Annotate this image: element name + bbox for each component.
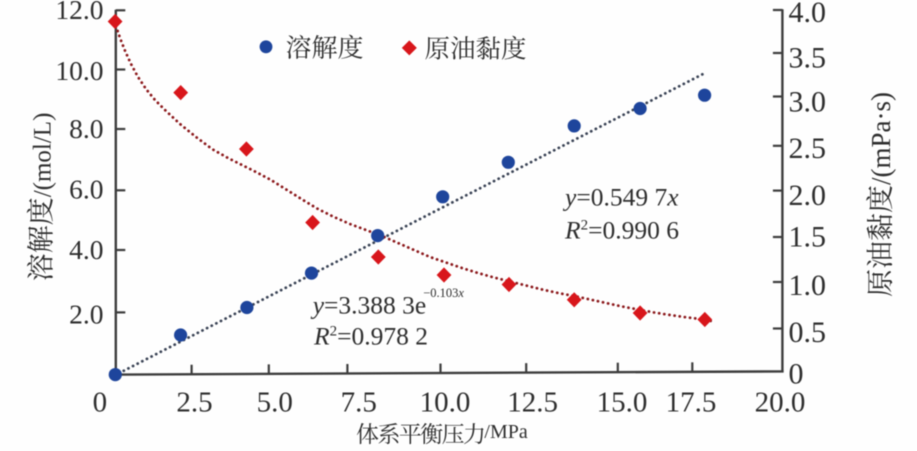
svg-text:15.0: 15.0 [597,387,648,419]
svg-text:4.0: 4.0 [789,0,827,29]
svg-text:6.0: 6.0 [69,173,103,204]
svg-text:20.0: 20.0 [755,387,806,419]
svg-text:8.0: 8.0 [69,113,103,144]
svg-text:0: 0 [789,358,804,391]
svg-text:3.5: 3.5 [789,41,827,74]
svg-text:10.0: 10.0 [55,55,103,86]
svg-text:/MPa: /MPa [484,421,527,443]
svg-text:/(mol/L): /(mol/L) [30,113,57,198]
svg-text:4.0: 4.0 [69,234,103,265]
svg-text:10.0: 10.0 [420,387,471,419]
svg-text:0: 0 [93,387,108,419]
svg-text:2.5: 2.5 [176,387,212,419]
svg-text:5.0: 5.0 [257,387,293,419]
svg-text:1.0: 1.0 [789,269,827,302]
svg-text:1.5: 1.5 [789,221,827,254]
svg-text:y=0.549 7x: y=0.549 7x [562,183,679,212]
svg-text:17.5: 17.5 [666,387,717,419]
svg-text:12.5: 12.5 [507,387,558,419]
svg-text:2.5: 2.5 [789,132,827,165]
svg-text:3.0: 3.0 [789,85,827,118]
svg-text:2.0: 2.0 [69,298,103,329]
svg-text:R2=0.990 6: R2=0.990 6 [564,216,679,245]
svg-text:2.0: 2.0 [789,179,827,212]
svg-text:/(mPa·s): /(mPa·s) [866,92,896,185]
svg-text:0.5: 0.5 [789,316,827,349]
svg-text:7.5: 7.5 [341,387,377,419]
svg-text:R2=0.978 2: R2=0.978 2 [313,322,428,351]
svg-text:12.0: 12.0 [55,0,103,25]
